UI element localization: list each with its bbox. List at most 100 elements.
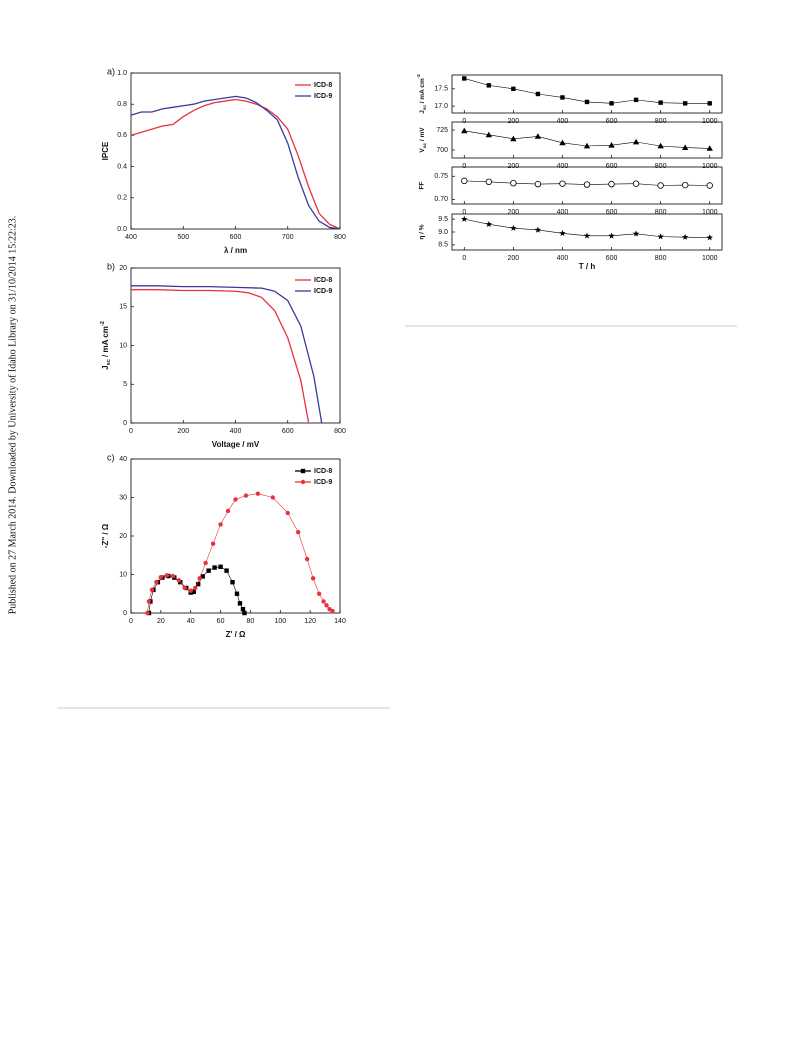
- x-tick-label: 600: [282, 428, 294, 435]
- y-tick-label: 40: [119, 456, 127, 463]
- y-tick-label: 0: [123, 420, 127, 427]
- x-tick-label: 200: [508, 209, 520, 216]
- legend-label: ICD-9: [314, 93, 332, 100]
- marker: [608, 142, 615, 148]
- x-tick-label: 0: [462, 118, 466, 125]
- x-tick-label: 400: [125, 234, 137, 241]
- y-axis-label-part: oc: [422, 142, 427, 148]
- marker: [300, 479, 306, 485]
- marker: [285, 510, 290, 516]
- plot-frame: [451, 213, 723, 251]
- legend-label: ICD-8: [314, 82, 332, 89]
- x-tick-label: 800: [655, 209, 667, 216]
- y-axis-label: Voc / mV: [419, 127, 427, 153]
- y-tick-label: 10: [119, 342, 127, 349]
- x-tick-label: 200: [508, 163, 520, 170]
- x-tick-label: 800: [655, 255, 667, 262]
- series-line: [464, 78, 710, 104]
- x-tick-label: 500: [177, 234, 189, 241]
- marker: [197, 576, 202, 581]
- y-tick-label: 0.2: [117, 195, 127, 202]
- marker: [170, 573, 175, 579]
- marker: [225, 508, 231, 514]
- marker: [164, 573, 170, 578]
- x-tick-label: 100: [274, 618, 286, 625]
- x-tick-label: 800: [334, 428, 346, 435]
- panel-label: b): [107, 261, 115, 271]
- marker: [559, 229, 566, 237]
- x-axis-label: T / h: [579, 262, 596, 271]
- x-axis-label: Z' / Ω: [226, 630, 246, 639]
- marker: [510, 224, 517, 231]
- marker: [324, 603, 329, 608]
- side-note: Published on 27 March 2014. Downloaded b…: [7, 216, 18, 615]
- marker: [242, 610, 247, 616]
- marker: [330, 608, 335, 614]
- marker: [707, 101, 712, 106]
- x-tick-label: 400: [557, 163, 569, 170]
- marker: [485, 220, 493, 228]
- marker: [681, 233, 689, 240]
- x-tick-label: 80: [247, 618, 255, 625]
- x-tick-label: 200: [508, 255, 520, 262]
- series-line: [130, 95, 341, 230]
- marker: [224, 568, 229, 573]
- series-line: [147, 493, 333, 614]
- y-axis-label: Jsc / mA cm-2: [100, 321, 112, 370]
- x-axis-label: λ / nm: [224, 246, 247, 255]
- x-tick-label: 1000: [702, 163, 718, 170]
- marker: [462, 76, 467, 81]
- marker: [706, 234, 713, 241]
- y-tick-label: 9.0: [438, 229, 448, 236]
- x-tick-label: 20: [157, 618, 165, 625]
- marker: [681, 181, 689, 189]
- y-tick-label: 0.75: [434, 173, 448, 180]
- x-tick-label: 200: [177, 428, 189, 435]
- marker: [584, 99, 590, 105]
- x-tick-label: 400: [557, 209, 569, 216]
- y-axis-label: Jsc / mA cm-2: [416, 74, 427, 114]
- y-axis-label-part: sc: [422, 105, 427, 111]
- x-tick-label: 0: [462, 163, 466, 170]
- x-tick-label: 200: [508, 118, 520, 125]
- x-tick-label: 600: [606, 209, 618, 216]
- x-tick-label: 400: [230, 428, 242, 435]
- marker: [681, 144, 689, 150]
- marker: [255, 491, 261, 496]
- y-tick-label: 0: [123, 610, 127, 617]
- x-axis-label: Voltage / mV: [212, 440, 260, 449]
- y-tick-label: 8.5: [438, 242, 448, 249]
- marker: [461, 215, 468, 222]
- marker: [321, 599, 326, 604]
- series-line: [130, 98, 341, 230]
- y-tick-label: 20: [119, 265, 127, 272]
- marker: [176, 578, 181, 583]
- marker: [195, 581, 201, 587]
- marker: [534, 133, 542, 139]
- x-tick-label: 0: [462, 255, 466, 262]
- marker: [200, 574, 205, 579]
- marker: [583, 181, 591, 188]
- x-tick-label: 600: [606, 255, 618, 262]
- plot-frame: [451, 121, 723, 159]
- marker: [218, 522, 223, 527]
- marker: [510, 135, 517, 142]
- x-tick-label: 0: [462, 209, 466, 216]
- marker: [632, 230, 640, 237]
- x-tick-label: 1000: [702, 118, 718, 125]
- marker: [559, 139, 566, 146]
- marker: [534, 180, 542, 188]
- marker: [149, 587, 155, 593]
- y-axis-label-part: J: [101, 365, 110, 369]
- marker: [158, 574, 164, 580]
- y-tick-label: 0.70: [434, 196, 448, 203]
- y-tick-label: 17.0: [434, 103, 448, 110]
- x-tick-label: 800: [334, 234, 346, 241]
- y-axis-label-part: -2: [416, 74, 421, 79]
- y-axis-label-part: / mA cm: [419, 78, 426, 105]
- marker: [657, 142, 664, 149]
- x-tick-label: 0: [129, 428, 133, 435]
- marker: [609, 101, 614, 106]
- marker: [210, 541, 216, 546]
- plot-frame: [451, 74, 723, 114]
